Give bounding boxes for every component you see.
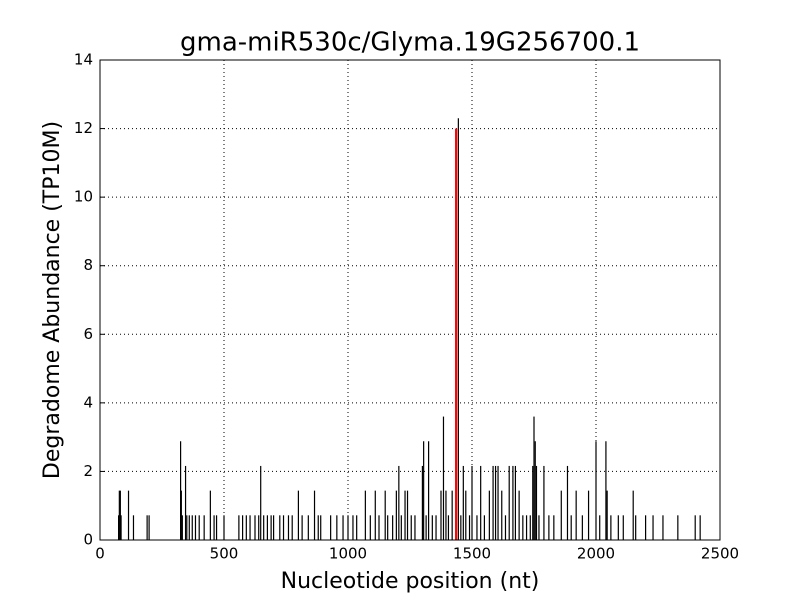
y-tick-label: 6 [83,325,93,343]
y-tick-label: 8 [83,256,93,274]
y-axis-label: Degradome Abundance (TP10M) [40,121,65,479]
y-tick-label: 12 [74,119,93,137]
x-axis-label: Nucleotide position (nt) [281,569,540,594]
x-tick-label: 2500 [701,545,739,563]
x-tick-label: 2000 [577,545,615,563]
y-tick-label: 2 [83,462,93,480]
x-tick-label: 1500 [453,545,491,563]
x-tick-label: 0 [95,545,105,563]
x-tick-label: 500 [210,545,239,563]
plot-frame [99,59,721,541]
y-tick-label: 0 [83,531,93,549]
x-tick-label: 1000 [329,545,367,563]
chart-title: gma-miR530c/Glyma.19G256700.1 [180,28,640,58]
y-tick-label: 10 [74,188,93,206]
y-tick-label: 14 [74,51,93,69]
y-tick-label: 4 [83,393,93,411]
